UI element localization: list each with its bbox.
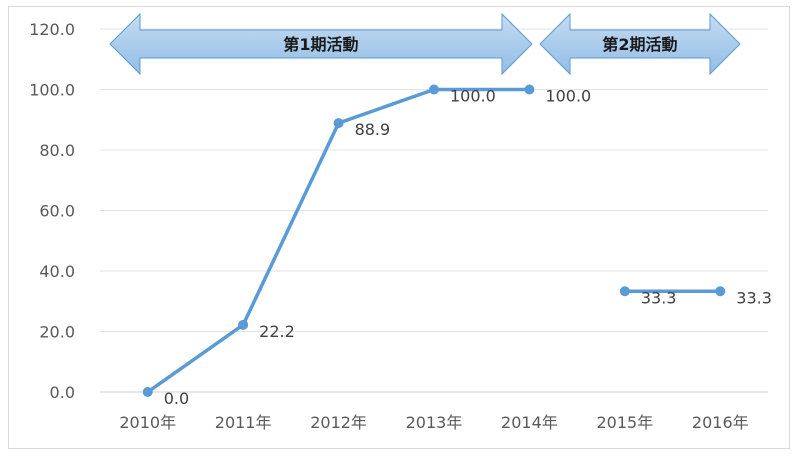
y-tick-label: 0.0 xyxy=(50,383,75,402)
period-arrow-label: 第2期活動 xyxy=(602,35,677,54)
y-axis-ticks: 0.0 20.0 40.0 60.0 80.0 100.0 120.0 xyxy=(29,20,75,402)
gridlines xyxy=(100,28,768,393)
x-tick-label: 2015年 xyxy=(596,413,653,432)
x-tick-label: 2014年 xyxy=(501,413,558,432)
y-tick-label: 80.0 xyxy=(39,141,75,160)
y-tick-label: 100.0 xyxy=(29,81,75,100)
data-point xyxy=(715,286,726,297)
data-label: 0.0 xyxy=(164,389,189,408)
period-arrow-label: 第1期活動 xyxy=(283,35,358,54)
period-arrow xyxy=(109,12,533,76)
x-tick-label: 2013年 xyxy=(406,413,463,432)
data-label: 100.0 xyxy=(450,87,496,106)
series-lines xyxy=(146,87,721,394)
x-tick-label: 2012年 xyxy=(310,413,367,432)
data-label: 33.3 xyxy=(736,288,772,307)
period-arrows: 第1期活動 第2期活動 xyxy=(109,12,741,76)
x-tick-label: 2010年 xyxy=(119,413,176,432)
data-point xyxy=(524,84,535,95)
x-axis-ticks: 2010年 2011年 2012年 2013年 2014年 2015年 2016年 xyxy=(119,413,748,432)
y-tick-label: 40.0 xyxy=(39,262,75,281)
data-points xyxy=(142,84,726,397)
y-tick-label: 20.0 xyxy=(39,323,75,342)
x-tick-label: 2011年 xyxy=(215,413,272,432)
data-point xyxy=(333,118,344,129)
data-point xyxy=(238,319,249,330)
data-point xyxy=(429,84,439,95)
data-point xyxy=(619,286,630,297)
data-label: 88.9 xyxy=(355,120,391,139)
y-tick-label: 120.0 xyxy=(29,20,75,39)
period-arrow xyxy=(539,12,741,76)
data-label: 22.2 xyxy=(259,322,295,341)
x-tick-label: 2016年 xyxy=(692,413,749,432)
data-label: 33.3 xyxy=(641,288,677,307)
data-labels: 0.0 22.2 88.9 100.0 100.0 33.3 33.3 xyxy=(164,87,772,409)
y-tick-label: 60.0 xyxy=(39,202,75,221)
series-line xyxy=(146,87,530,394)
chart-frame xyxy=(8,6,790,449)
data-point xyxy=(142,387,153,397)
data-label: 100.0 xyxy=(545,87,591,106)
